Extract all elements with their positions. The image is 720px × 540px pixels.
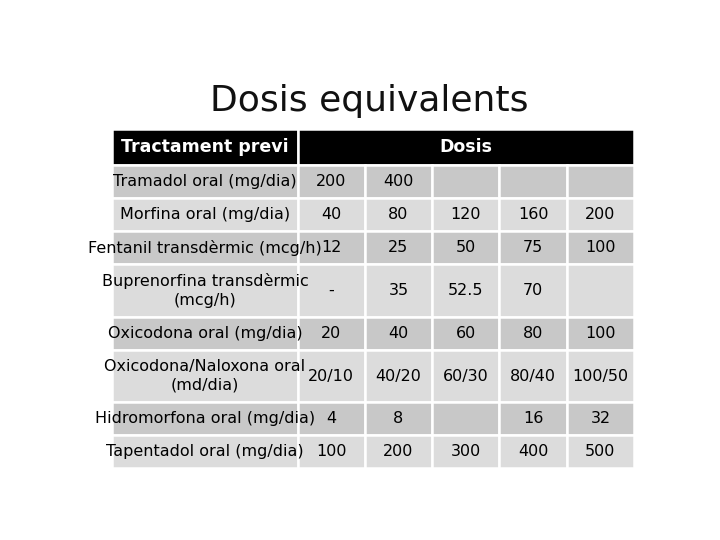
FancyBboxPatch shape: [432, 231, 500, 264]
FancyBboxPatch shape: [567, 402, 634, 435]
FancyBboxPatch shape: [567, 264, 634, 317]
Text: 70: 70: [523, 283, 543, 298]
Text: 40: 40: [321, 207, 341, 222]
FancyBboxPatch shape: [567, 435, 634, 468]
FancyBboxPatch shape: [500, 165, 567, 198]
FancyBboxPatch shape: [567, 231, 634, 264]
Text: 200: 200: [383, 444, 414, 459]
FancyBboxPatch shape: [432, 402, 500, 435]
FancyBboxPatch shape: [500, 350, 567, 402]
FancyBboxPatch shape: [567, 165, 634, 198]
Text: 200: 200: [585, 207, 616, 222]
Text: 50: 50: [456, 240, 476, 255]
FancyBboxPatch shape: [432, 264, 500, 317]
FancyBboxPatch shape: [365, 231, 432, 264]
FancyBboxPatch shape: [500, 317, 567, 350]
FancyBboxPatch shape: [500, 231, 567, 264]
FancyBboxPatch shape: [432, 350, 500, 402]
FancyBboxPatch shape: [297, 402, 365, 435]
FancyBboxPatch shape: [112, 402, 297, 435]
Text: 52.5: 52.5: [448, 283, 484, 298]
FancyBboxPatch shape: [365, 264, 432, 317]
Text: 300: 300: [451, 444, 481, 459]
Text: 32: 32: [590, 411, 611, 426]
FancyBboxPatch shape: [112, 165, 297, 198]
Text: 80: 80: [523, 326, 544, 341]
Text: Oxicodona/Naloxona oral
(md/dia): Oxicodona/Naloxona oral (md/dia): [104, 359, 305, 393]
FancyBboxPatch shape: [500, 264, 567, 317]
Text: Dosis equivalents: Dosis equivalents: [210, 84, 528, 118]
Text: 100: 100: [585, 240, 616, 255]
FancyBboxPatch shape: [432, 435, 500, 468]
FancyBboxPatch shape: [365, 198, 432, 231]
Text: Tractament previ: Tractament previ: [121, 138, 289, 157]
FancyBboxPatch shape: [297, 129, 634, 165]
FancyBboxPatch shape: [297, 350, 365, 402]
FancyBboxPatch shape: [297, 317, 365, 350]
Text: 16: 16: [523, 411, 544, 426]
Text: 400: 400: [383, 174, 414, 190]
Text: 40/20: 40/20: [376, 368, 421, 383]
Text: -: -: [328, 283, 334, 298]
Text: 80: 80: [388, 207, 409, 222]
FancyBboxPatch shape: [365, 350, 432, 402]
Text: 80/40: 80/40: [510, 368, 556, 383]
FancyBboxPatch shape: [432, 165, 500, 198]
FancyBboxPatch shape: [365, 165, 432, 198]
FancyBboxPatch shape: [112, 435, 297, 468]
Text: 4: 4: [326, 411, 336, 426]
FancyBboxPatch shape: [567, 198, 634, 231]
Text: Dosis: Dosis: [439, 138, 492, 157]
FancyBboxPatch shape: [567, 350, 634, 402]
FancyBboxPatch shape: [365, 317, 432, 350]
Text: 40: 40: [388, 326, 409, 341]
Text: Tapentadol oral (mg/dia): Tapentadol oral (mg/dia): [106, 444, 304, 459]
Text: 200: 200: [316, 174, 346, 190]
FancyBboxPatch shape: [297, 165, 365, 198]
FancyBboxPatch shape: [297, 435, 365, 468]
Text: 8: 8: [393, 411, 404, 426]
FancyBboxPatch shape: [567, 317, 634, 350]
Text: 60/30: 60/30: [443, 368, 489, 383]
FancyBboxPatch shape: [112, 231, 297, 264]
Text: 100: 100: [316, 444, 346, 459]
FancyBboxPatch shape: [297, 231, 365, 264]
Text: 12: 12: [321, 240, 341, 255]
Text: Hidromorfona oral (mg/dia): Hidromorfona oral (mg/dia): [95, 411, 315, 426]
FancyBboxPatch shape: [500, 435, 567, 468]
Text: 100: 100: [585, 326, 616, 341]
FancyBboxPatch shape: [432, 317, 500, 350]
Text: 100/50: 100/50: [572, 368, 629, 383]
FancyBboxPatch shape: [432, 198, 500, 231]
Text: 400: 400: [518, 444, 549, 459]
Text: 75: 75: [523, 240, 543, 255]
Text: Tramadol oral (mg/dia): Tramadol oral (mg/dia): [113, 174, 297, 190]
FancyBboxPatch shape: [112, 264, 297, 317]
Text: Buprenorfina transdèrmic
(mcg/h): Buprenorfina transdèrmic (mcg/h): [102, 273, 308, 308]
Text: 35: 35: [388, 283, 408, 298]
FancyBboxPatch shape: [112, 350, 297, 402]
Text: 20/10: 20/10: [308, 368, 354, 383]
FancyBboxPatch shape: [365, 435, 432, 468]
FancyBboxPatch shape: [365, 402, 432, 435]
FancyBboxPatch shape: [297, 264, 365, 317]
Text: Fentanil transdèrmic (mcg/h): Fentanil transdèrmic (mcg/h): [88, 240, 322, 256]
Text: 60: 60: [456, 326, 476, 341]
FancyBboxPatch shape: [297, 198, 365, 231]
Text: Oxicodona oral (mg/dia): Oxicodona oral (mg/dia): [107, 326, 302, 341]
Text: Morfina oral (mg/dia): Morfina oral (mg/dia): [120, 207, 290, 222]
Text: 160: 160: [518, 207, 549, 222]
FancyBboxPatch shape: [112, 317, 297, 350]
FancyBboxPatch shape: [112, 129, 297, 165]
Text: 120: 120: [451, 207, 481, 222]
FancyBboxPatch shape: [112, 198, 297, 231]
FancyBboxPatch shape: [500, 198, 567, 231]
Text: 25: 25: [388, 240, 409, 255]
Text: 20: 20: [321, 326, 341, 341]
Text: 500: 500: [585, 444, 616, 459]
FancyBboxPatch shape: [500, 402, 567, 435]
